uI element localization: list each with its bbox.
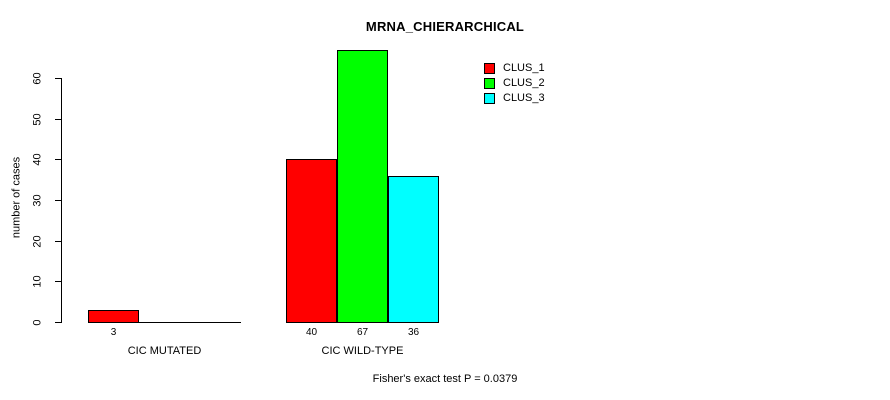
- bar[interactable]: [286, 159, 337, 323]
- legend-color-swatch: [484, 93, 495, 104]
- y-axis-title: number of cases: [10, 156, 23, 239]
- legend-item[interactable]: CLUS_3: [484, 91, 545, 106]
- y-axis-tick: [55, 118, 61, 120]
- group-axis-label: CIC MUTATED: [127, 345, 202, 357]
- legend-item[interactable]: CLUS_1: [484, 61, 545, 76]
- y-axis-tick: [55, 240, 61, 242]
- group-axis-label: CIC WILD-TYPE: [321, 345, 404, 357]
- y-axis-tick-label: 10: [31, 275, 44, 288]
- legend-item-label: CLUS_1: [503, 62, 545, 74]
- legend-item[interactable]: CLUS_2: [484, 76, 545, 91]
- page-title: MRNA_CHIERARCHICAL: [365, 19, 525, 34]
- legend-item-label: CLUS_2: [503, 77, 545, 89]
- y-axis-tick-label: 50: [31, 113, 44, 126]
- y-axis-tick: [55, 159, 61, 161]
- statistical-annotation: Fisher's exact test P = 0.0379: [372, 373, 518, 385]
- legend-color-swatch: [484, 78, 495, 89]
- y-axis-tick-label: 40: [31, 153, 44, 166]
- bar[interactable]: [337, 49, 388, 323]
- bar-value-label: 40: [305, 327, 318, 338]
- y-axis-tick-label: 20: [31, 235, 44, 248]
- bar-value-label: 3: [110, 327, 117, 338]
- legend: CLUS_1 CLUS_2 CLUS_3: [484, 61, 545, 106]
- legend-color-swatch: [484, 63, 495, 74]
- y-axis-tick: [55, 78, 61, 79]
- bar-value-label: 36: [407, 327, 420, 338]
- legend-item-label: CLUS_3: [503, 92, 545, 104]
- y-axis-tick: [55, 200, 61, 201]
- y-axis-tick: [55, 322, 61, 323]
- y-axis-tick-label: 60: [31, 72, 44, 85]
- bar[interactable]: [88, 309, 139, 323]
- y-axis-line: [61, 78, 62, 323]
- y-axis-tick-label: 30: [31, 194, 44, 207]
- group-baseline: [88, 322, 241, 323]
- y-axis-tick: [55, 281, 61, 283]
- bar-value-label: 67: [356, 327, 369, 338]
- bar[interactable]: [388, 175, 439, 323]
- y-axis-tick-label: 0: [31, 319, 44, 326]
